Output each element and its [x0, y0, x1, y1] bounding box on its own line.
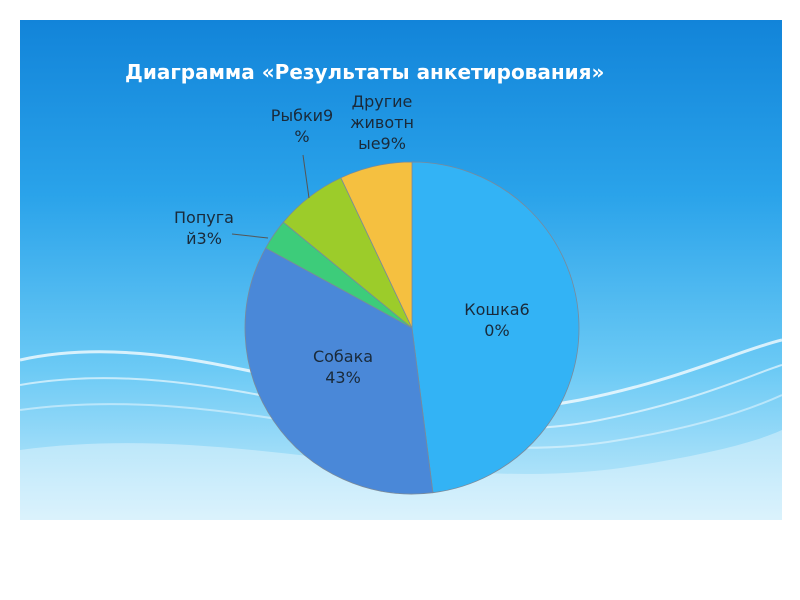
slice-label-2: Попуга й3% — [174, 208, 234, 248]
pie-slice-0 — [411, 161, 580, 494]
chart-title: Диаграмма «Результаты анкетирования» — [125, 60, 605, 84]
slice-label-4: Другие животн ые9% — [350, 92, 414, 153]
pie-slice-1 — [244, 247, 434, 495]
slice-label-0: Кошка6 0% — [464, 300, 529, 340]
leader-line-2 — [231, 233, 269, 239]
pie-slice-4 — [340, 161, 413, 329]
slice-label-3: Рыбки9% — [271, 106, 333, 146]
slice-label-1: Собака 43% — [313, 347, 373, 387]
leader-line-3 — [302, 154, 310, 199]
